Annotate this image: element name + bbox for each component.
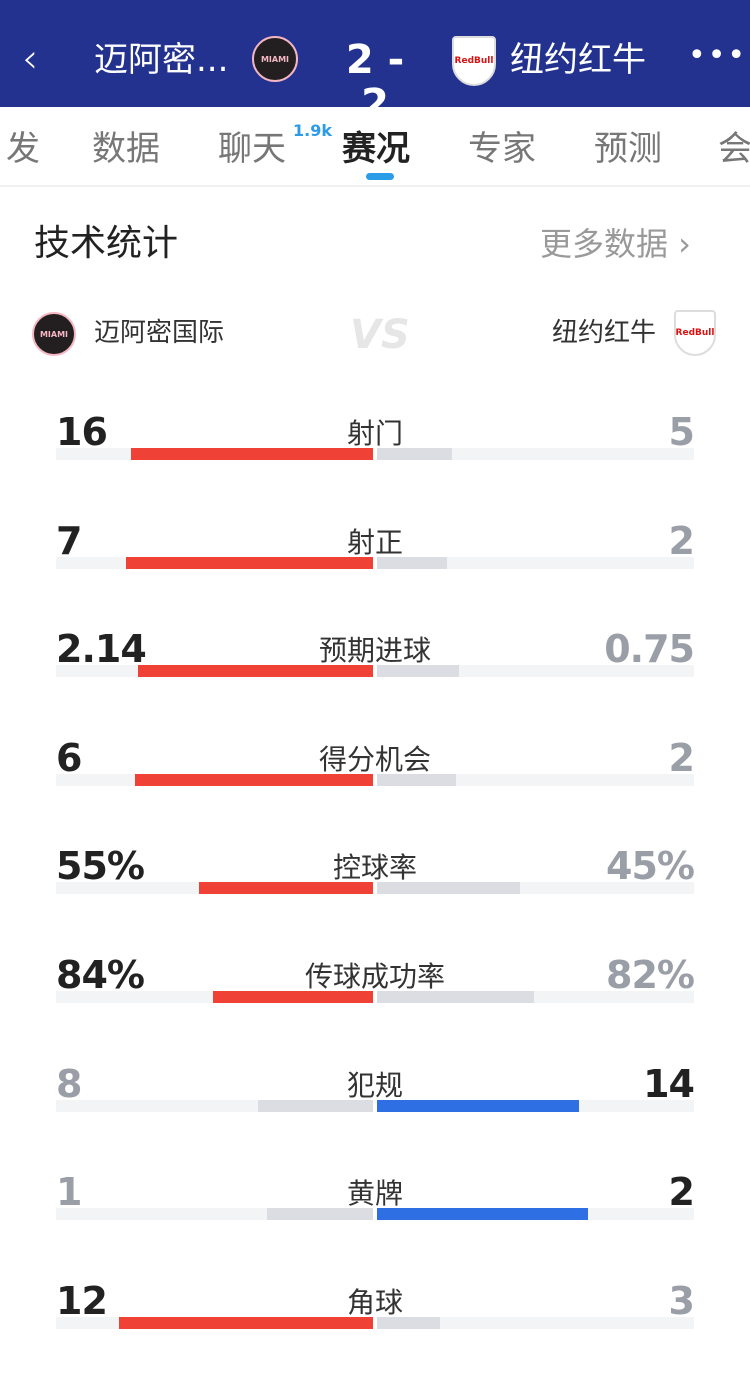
stat-label: 射门: [346, 417, 403, 450]
home-bar: [198, 882, 373, 895]
home-team-label: 迈阿密国际: [94, 318, 225, 348]
home-value: 16: [56, 410, 108, 454]
away-team-logo: RedBull: [674, 310, 716, 356]
home-bar: [257, 1099, 373, 1112]
away-team-name[interactable]: 纽约红牛: [510, 40, 646, 80]
stat-row: 2.14 预期进球 0.75: [0, 627, 750, 727]
away-team-label: 纽约红牛: [551, 318, 656, 348]
stat-row: 55% 控球率 45%: [0, 844, 750, 944]
away-value: 14: [643, 1061, 695, 1106]
score: 2 - 2: [345, 37, 405, 127]
away-value: 5: [668, 410, 695, 454]
away-value: 2: [668, 518, 695, 563]
stat-row: 84% 传球成功率 82%: [0, 953, 750, 1053]
home-bar: [138, 665, 373, 678]
active-tab-indicator: [366, 173, 394, 180]
home-bar-track: [56, 773, 373, 786]
away-value: 82%: [606, 953, 695, 997]
home-bar-track: [56, 1099, 373, 1112]
home-bar-track: [56, 556, 373, 569]
stat-row: 8 犯规 14: [0, 1062, 750, 1162]
away-bar-track: [377, 556, 694, 569]
stat-label: 角球: [346, 1285, 403, 1319]
away-bar: [377, 448, 453, 460]
home-bar: [131, 448, 373, 460]
home-bar: [126, 556, 373, 569]
home-bar-track: [56, 665, 373, 678]
away-bar-track: [377, 1208, 694, 1221]
away-bar-track: [377, 773, 694, 786]
stat-label: 控球率: [332, 851, 417, 885]
away-bar-track: [377, 1099, 694, 1112]
away-bar: [377, 1208, 589, 1221]
tab-expert[interactable]: 专家: [468, 129, 536, 169]
stat-row: 16 射门 5: [0, 410, 750, 510]
tab-fa[interactable]: 发: [6, 129, 40, 169]
stat-label: 传球成功率: [304, 960, 445, 993]
away-bar: [377, 1099, 579, 1112]
stat-label: 射正: [346, 525, 403, 559]
home-value: 6: [56, 735, 82, 780]
red-bulls-logo: RedBull: [452, 36, 496, 86]
home-bar-track: [56, 991, 373, 1003]
section-title: 技术统计: [34, 223, 179, 264]
home-value: 12: [56, 1278, 108, 1323]
vs-icon: VS: [350, 312, 410, 358]
stat-label: 黄牌: [346, 1177, 403, 1211]
tab-hui[interactable]: 会: [718, 129, 750, 169]
home-value: 84%: [56, 953, 145, 997]
home-bar-track: [56, 448, 373, 460]
stat-row: 12 角球 3: [0, 1279, 750, 1379]
home-value: 2.14: [56, 627, 147, 672]
away-bar-track: [377, 991, 694, 1003]
home-team-name[interactable]: 迈阿密...: [94, 40, 229, 80]
tab-match[interactable]: 赛况: [342, 129, 410, 169]
tab-bar: 发 数据 聊天 1.9k 赛况 专家 预测 会: [0, 107, 750, 187]
away-value: 2: [668, 1170, 695, 1215]
away-value: 45%: [606, 844, 695, 889]
away-bar: [377, 556, 448, 569]
stat-label: 预期进球: [318, 634, 431, 668]
tab-data[interactable]: 数据: [92, 129, 160, 169]
chat-count-badge: 1.9k: [293, 121, 332, 140]
away-bar-track: [377, 448, 694, 460]
more-options-icon[interactable]: •••: [688, 38, 748, 73]
away-value: 3: [668, 1278, 695, 1323]
home-team-logo: MIAMI: [32, 312, 76, 356]
away-value: 2: [668, 735, 695, 780]
inter-miami-logo: MIAMI: [252, 36, 298, 82]
home-bar-track: [56, 1316, 373, 1329]
stat-label: 犯规: [346, 1068, 403, 1102]
match-header: ‹ 迈阿密... MIAMI 2 - 2 RedBull 纽约红牛 •••: [0, 0, 750, 126]
home-bar: [267, 1208, 373, 1221]
away-bar-track: [377, 882, 694, 895]
more-data-link[interactable]: 更多数据 ›: [540, 225, 691, 263]
away-bar-track: [377, 665, 694, 678]
back-icon[interactable]: ‹: [22, 36, 38, 82]
stat-row: 1 黄牌 2: [0, 1170, 750, 1270]
home-bar-track: [56, 1208, 373, 1221]
away-bar: [377, 991, 534, 1003]
home-value: 55%: [56, 844, 145, 889]
stat-label: 得分机会: [318, 742, 431, 776]
away-bar: [377, 773, 457, 786]
away-value: 0.75: [604, 627, 695, 672]
home-bar: [212, 991, 373, 1003]
home-bar: [135, 773, 373, 786]
home-value: 8: [56, 1061, 82, 1106]
home-bar-track: [56, 882, 373, 895]
tab-prediction[interactable]: 预测: [594, 129, 662, 169]
stat-row: 7 射正 2: [0, 519, 750, 619]
home-value: 7: [56, 518, 82, 563]
away-bar: [377, 665, 460, 678]
away-bar: [377, 1316, 441, 1329]
tab-chat[interactable]: 聊天: [218, 129, 286, 169]
home-bar: [119, 1316, 373, 1329]
stat-row: 6 得分机会 2: [0, 736, 750, 836]
home-value: 1: [56, 1170, 82, 1215]
away-bar-track: [377, 1316, 694, 1329]
away-bar: [377, 882, 520, 895]
